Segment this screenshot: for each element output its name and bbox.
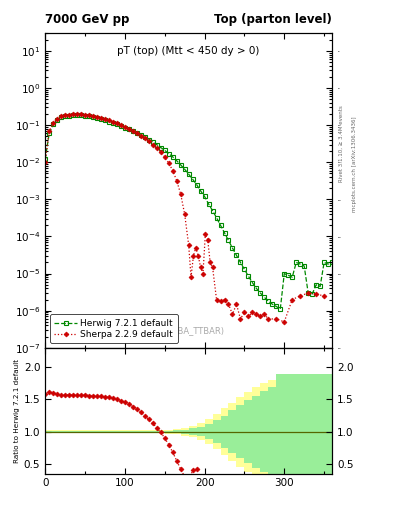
Text: Top (parton level): Top (parton level) bbox=[214, 13, 332, 26]
Sherpa 2.2.9 default bbox=[43, 159, 48, 165]
Line: Sherpa 2.2.9 default: Sherpa 2.2.9 default bbox=[44, 113, 326, 324]
Legend: Herwig 7.2.1 default, Sherpa 2.2.9 default: Herwig 7.2.1 default, Sherpa 2.2.9 defau… bbox=[50, 314, 178, 343]
Herwig 7.2.1 default bbox=[290, 274, 295, 280]
Herwig 7.2.1 default bbox=[330, 260, 334, 266]
Herwig 7.2.1 default bbox=[310, 291, 314, 297]
Text: (MC_FBA_TTBAR): (MC_FBA_TTBAR) bbox=[152, 326, 225, 335]
Sherpa 2.2.9 default bbox=[274, 316, 279, 322]
Sherpa 2.2.9 default bbox=[222, 296, 227, 303]
Text: pT (top) (Mtt < 450 dy > 0): pT (top) (Mtt < 450 dy > 0) bbox=[118, 46, 260, 56]
Sherpa 2.2.9 default bbox=[290, 296, 295, 303]
Text: mcplots.cern.ch [arXiv:1306.3436]: mcplots.cern.ch [arXiv:1306.3436] bbox=[352, 116, 357, 211]
Herwig 7.2.1 default bbox=[142, 134, 147, 140]
Sherpa 2.2.9 default bbox=[210, 264, 215, 270]
Herwig 7.2.1 default bbox=[110, 120, 115, 126]
Herwig 7.2.1 default bbox=[71, 112, 75, 118]
Herwig 7.2.1 default bbox=[278, 306, 283, 312]
Y-axis label: Ratio to Herwig 7.2.1 default: Ratio to Herwig 7.2.1 default bbox=[13, 358, 20, 463]
Text: 7000 GeV pp: 7000 GeV pp bbox=[45, 13, 130, 26]
Sherpa 2.2.9 default bbox=[266, 316, 271, 322]
Sherpa 2.2.9 default bbox=[322, 293, 327, 299]
Herwig 7.2.1 default bbox=[298, 261, 303, 267]
Sherpa 2.2.9 default bbox=[282, 319, 286, 325]
Herwig 7.2.1 default bbox=[43, 156, 48, 162]
Sherpa 2.2.9 default bbox=[71, 111, 75, 117]
Text: Rivet 3.1.10, ≥ 3.4M events: Rivet 3.1.10, ≥ 3.4M events bbox=[339, 105, 344, 182]
Sherpa 2.2.9 default bbox=[242, 309, 247, 315]
Herwig 7.2.1 default bbox=[190, 176, 195, 182]
Line: Herwig 7.2.1 default: Herwig 7.2.1 default bbox=[43, 113, 334, 311]
